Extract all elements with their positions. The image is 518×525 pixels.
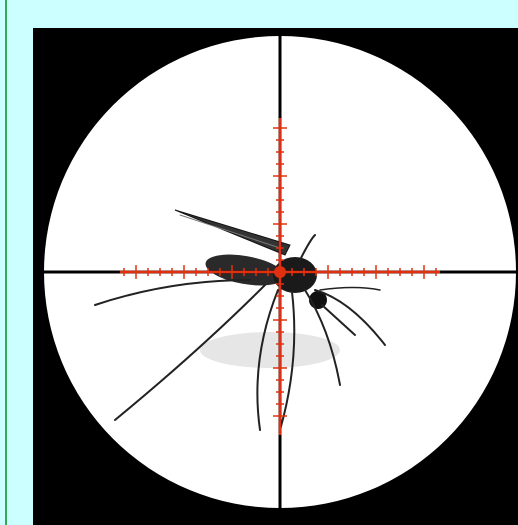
- screenshot: [0, 0, 518, 525]
- shadow: [200, 332, 340, 368]
- center-dot: [274, 266, 286, 278]
- scope-image: [33, 28, 518, 525]
- left-border: [5, 0, 7, 525]
